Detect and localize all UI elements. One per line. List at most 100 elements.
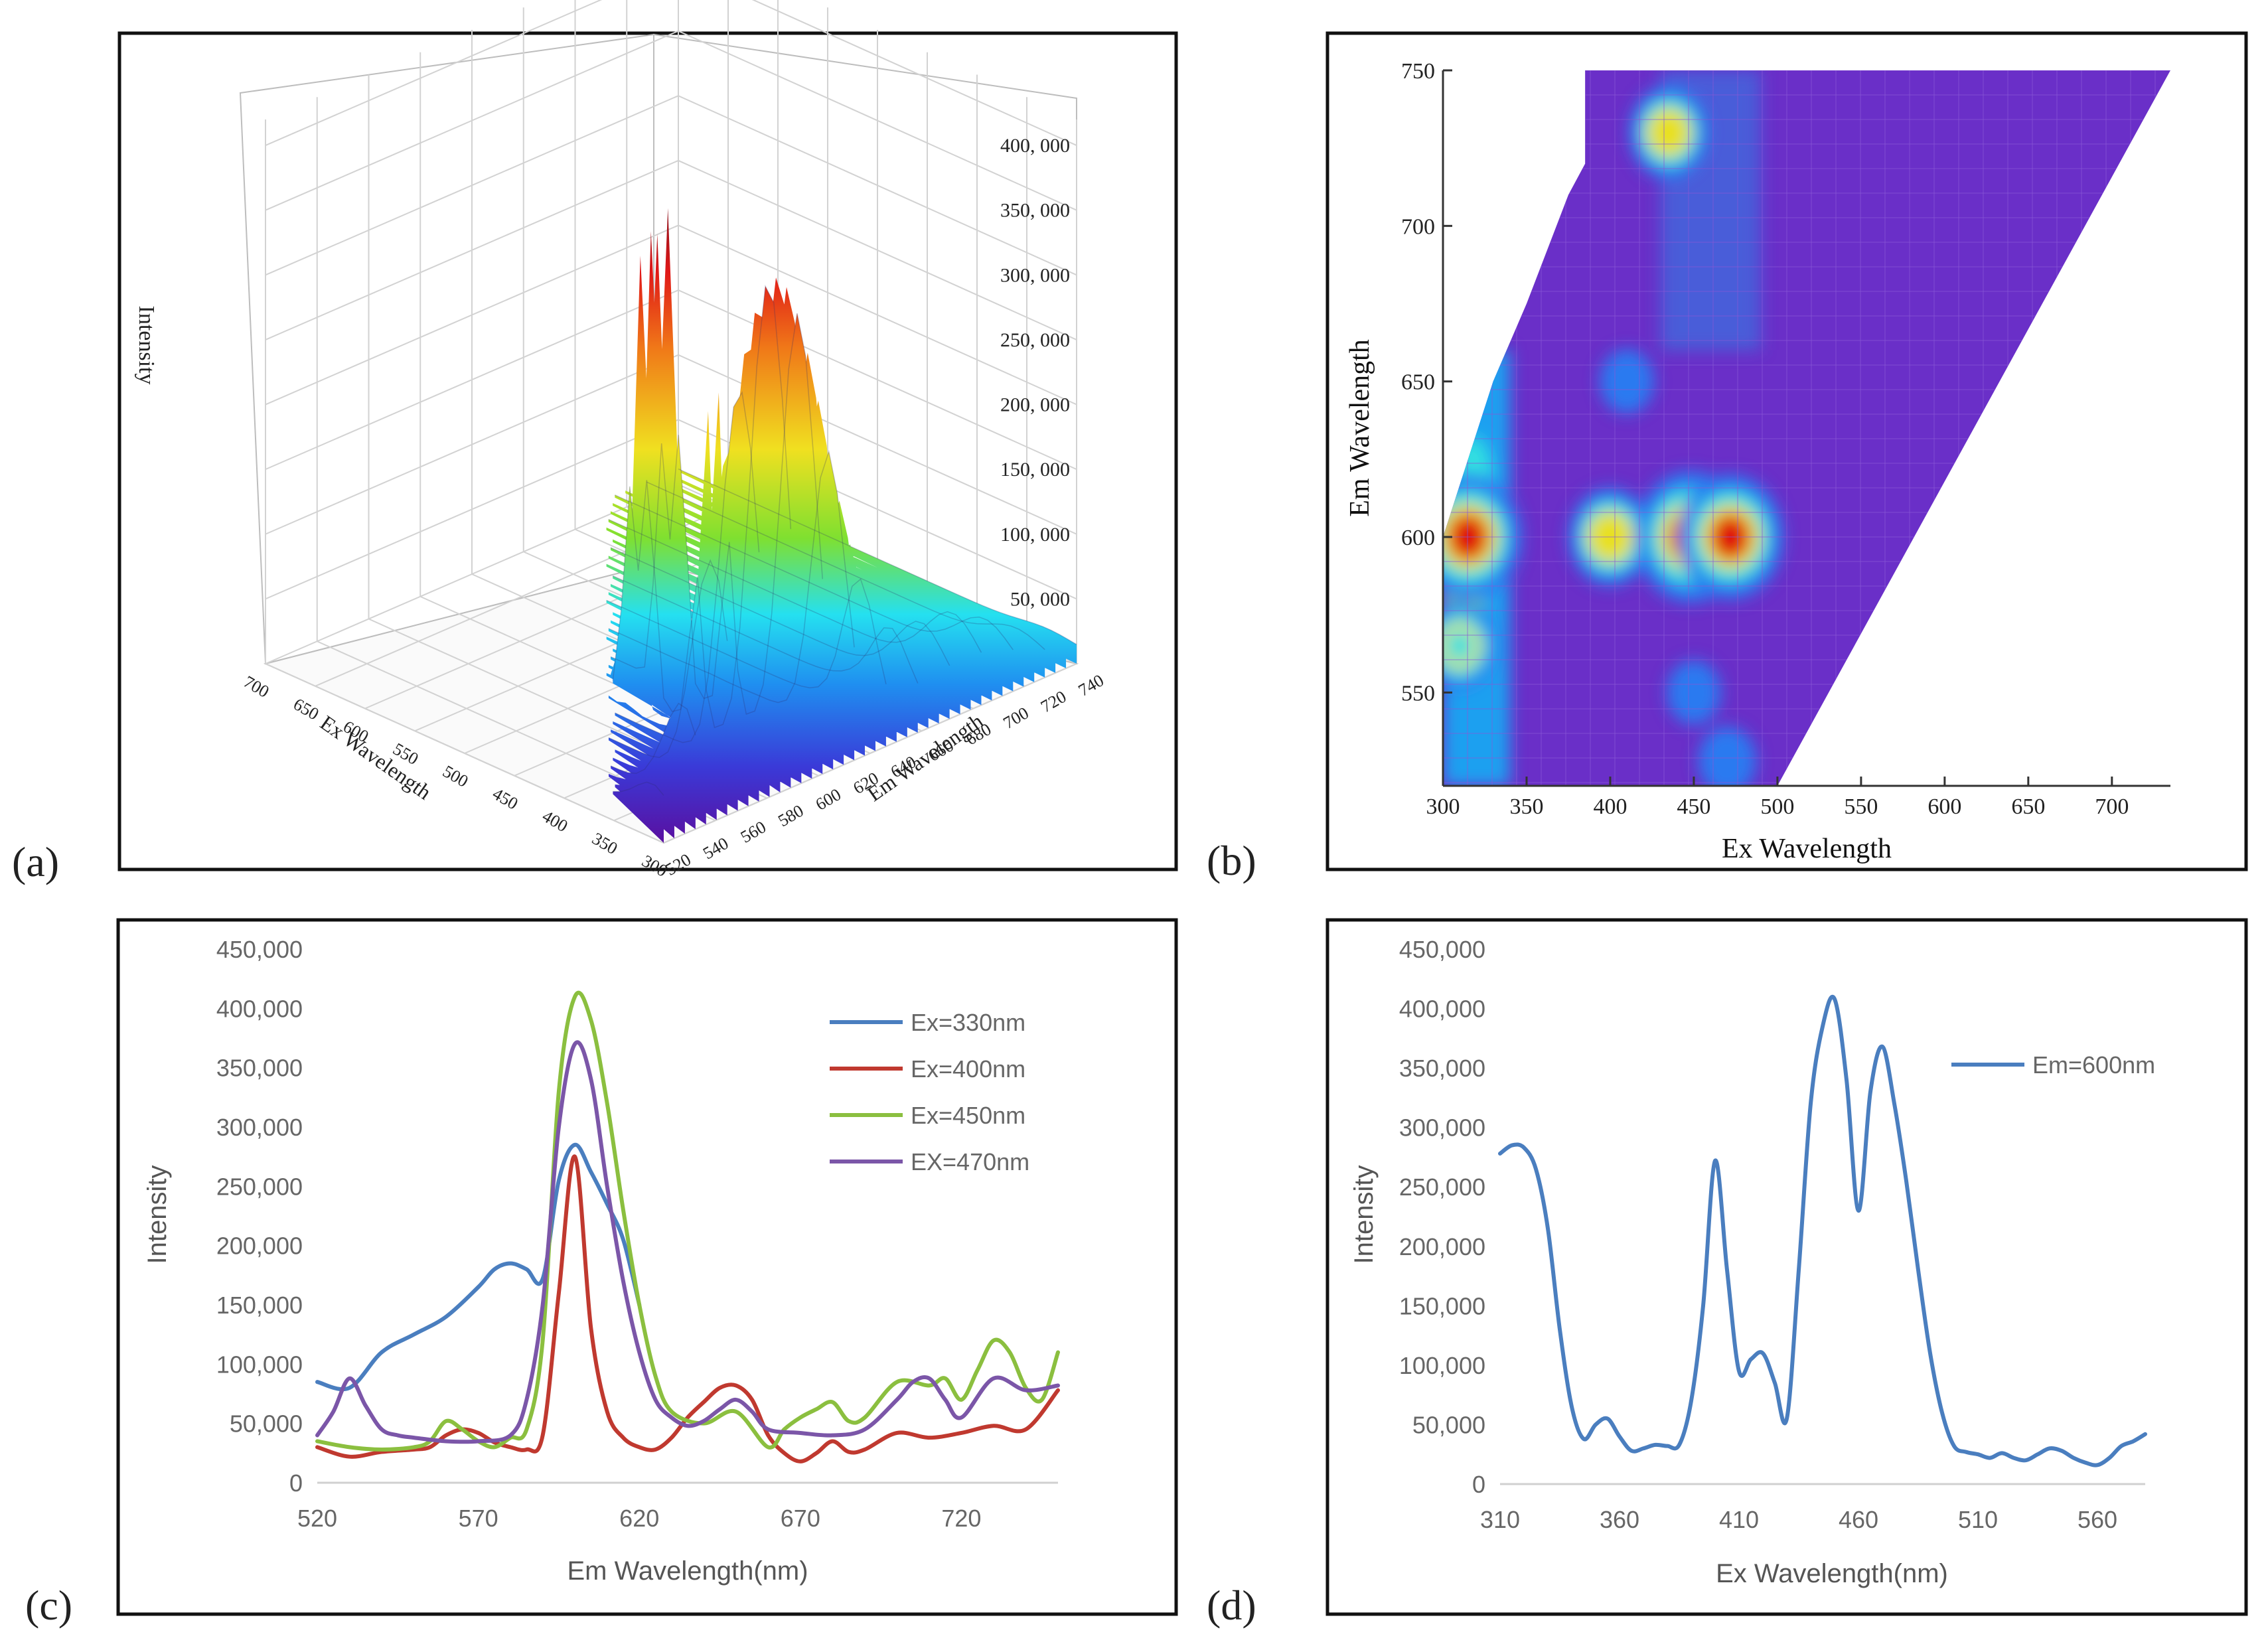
mesh-line: [646, 481, 1045, 650]
y-tick-label: 600: [1401, 526, 1435, 550]
y-tick-label: 100,000: [1399, 1352, 1485, 1379]
y-tick-label: 700: [1401, 214, 1435, 239]
mesh-line: [606, 578, 887, 689]
mesh-line: [610, 547, 950, 666]
ex-tick-label: 700: [240, 672, 272, 702]
ex-tick-label: 350: [589, 829, 621, 859]
y-tick-label: 200,000: [1399, 1233, 1485, 1260]
em-tick-label: 740: [1075, 670, 1107, 700]
mesh-line: [610, 702, 696, 775]
x-tick-label: 560: [2078, 1506, 2117, 1533]
x-tick-label: 500: [1760, 794, 1794, 819]
intensity-surface: [606, 208, 1077, 843]
panel-d-frame: [1325, 918, 2248, 1616]
hotspot-core: [1710, 514, 1750, 560]
grid-line: [265, 224, 1077, 406]
x-tick-label: 700: [2095, 794, 2129, 819]
hotspot-core: [1446, 629, 1474, 662]
z-tick-label: 250, 000: [1000, 329, 1070, 351]
legend-label: EX=470nm: [911, 1148, 1029, 1175]
panel-b-frame: [1325, 31, 2248, 871]
heatmap-y-label: Em Wavelength: [1345, 339, 1375, 517]
panel-c-frame: [116, 918, 1178, 1616]
x-tick-label: 570: [459, 1505, 498, 1532]
chart-d-legend: Em=600nm: [1951, 1051, 2155, 1079]
grid-line: [265, 159, 1077, 340]
mesh-line: [608, 559, 728, 758]
grid-line: [265, 484, 679, 664]
y-tick-label: 450,000: [1399, 936, 1485, 963]
x-tick-label: 600: [1928, 794, 1961, 819]
chart-d-axes: 0 50,000 100,000 150,000 200,000 250,000 300,0…: [1399, 936, 2145, 1533]
z-tick-label: 350, 000: [1000, 200, 1070, 222]
mesh-line: [612, 575, 919, 684]
x-tick-label: 400: [1593, 794, 1627, 819]
y-tick-label: 750: [1401, 59, 1435, 84]
x-tick-label: 720: [941, 1505, 981, 1532]
grid-line: [265, 30, 1077, 211]
legend-label: Ex=330nm: [911, 1009, 1025, 1036]
ex-tick-label: 400: [539, 806, 571, 836]
x-tick-label: 410: [1719, 1506, 1759, 1533]
panel-label-c: (c): [25, 1582, 72, 1629]
em-tick-label: 540: [700, 834, 731, 863]
line-chart-c: 0 50,000 100,000 150,000 200,000 250,000 300,0…: [143, 936, 1060, 1586]
x-tick-label: 450: [1677, 794, 1710, 819]
panel-label-a: (a): [12, 838, 59, 885]
z-tick-label: 300, 000: [1000, 264, 1070, 286]
z-tick-label: 400, 000: [1000, 135, 1070, 157]
x-tick-label: 550: [1844, 794, 1878, 819]
mesh-line: [614, 494, 1014, 650]
ex-tick-label: 500: [439, 761, 471, 791]
grid-line: [265, 95, 1077, 276]
y-tick-label: 150,000: [1399, 1292, 1485, 1319]
y-tick-label: 250,000: [216, 1173, 303, 1200]
y-tick-label: 100,000: [216, 1351, 303, 1378]
y-tick-label: 150,000: [216, 1292, 303, 1319]
y-tick-label: 400,000: [216, 995, 303, 1022]
grid-line: [265, 289, 1077, 471]
x-tick-label: 510: [1958, 1506, 1998, 1533]
heatmap-b: 300 350 400 450 500 550 600 650 700 550 600 650 700…: [1345, 59, 2170, 864]
y-tick-label: 0: [1472, 1471, 1485, 1498]
panel-a-frame: [117, 31, 1178, 871]
series-line-ex-330nm: [315, 1142, 642, 1392]
y-tick-label: 350,000: [216, 1055, 303, 1082]
heatmap-x-label: Ex Wavelength: [1722, 834, 1892, 864]
chart-c-legend: Ex=330nm Ex=400nm Ex=450nm EX=470nm: [830, 1009, 1029, 1175]
mesh-line: [608, 449, 855, 704]
ex-tick-label: 650: [290, 694, 322, 724]
legend-label: Em=600nm: [2032, 1051, 2155, 1079]
series-line-em-600nm: [1498, 994, 2147, 1467]
mesh-line: [615, 391, 760, 743]
legend-label: Ex=400nm: [911, 1055, 1025, 1083]
em-tick-label: 600: [812, 785, 844, 814]
y-tick-label: 0: [289, 1469, 303, 1497]
z-tick-label: 150, 000: [1000, 459, 1070, 481]
chart-c-y-label: Intensity: [143, 1165, 172, 1264]
hotspot-core: [1683, 680, 1704, 705]
em-tick-label: 520: [662, 850, 694, 879]
x-tick-label: 360: [1600, 1506, 1639, 1533]
em-tick-label: 720: [1037, 687, 1069, 717]
heatmap-x-ticks: 300 350 400 450 500 550 600 650 700: [1426, 777, 2129, 819]
chart-c-axes: 0 50,000 100,000 150,000 200,000 250,000 300,0…: [216, 936, 1058, 1532]
y-tick-label: 400,000: [1399, 996, 1485, 1023]
y-tick-label: 300,000: [1399, 1114, 1485, 1142]
x-tick-label: 460: [1839, 1506, 1878, 1533]
surface-plot-a: 50, 000 100, 000 150, 000 200, 000 250, 000 3…: [134, 0, 1107, 881]
mesh-line: [613, 781, 664, 796]
x-tick-label: 300: [1426, 794, 1460, 819]
y-tick-label: 300,000: [216, 1114, 303, 1141]
chart-c-x-label: Em Wavelength(nm): [567, 1556, 808, 1586]
grid-line: [265, 0, 1077, 146]
y-tick-label: 50,000: [230, 1410, 303, 1438]
hotspot-core: [1654, 115, 1684, 150]
heatmap-y-ticks: 550 600 650 700 750: [1401, 59, 1452, 706]
em-tick-label: 580: [775, 801, 806, 831]
z-axis-ticks: 50, 000 100, 000 150, 000 200, 000 250, 000 3…: [1000, 135, 1070, 610]
z-tick-label: 200, 000: [1000, 394, 1070, 416]
chart-d-series: [1498, 994, 2147, 1467]
heatmap-background: [1443, 70, 2170, 786]
